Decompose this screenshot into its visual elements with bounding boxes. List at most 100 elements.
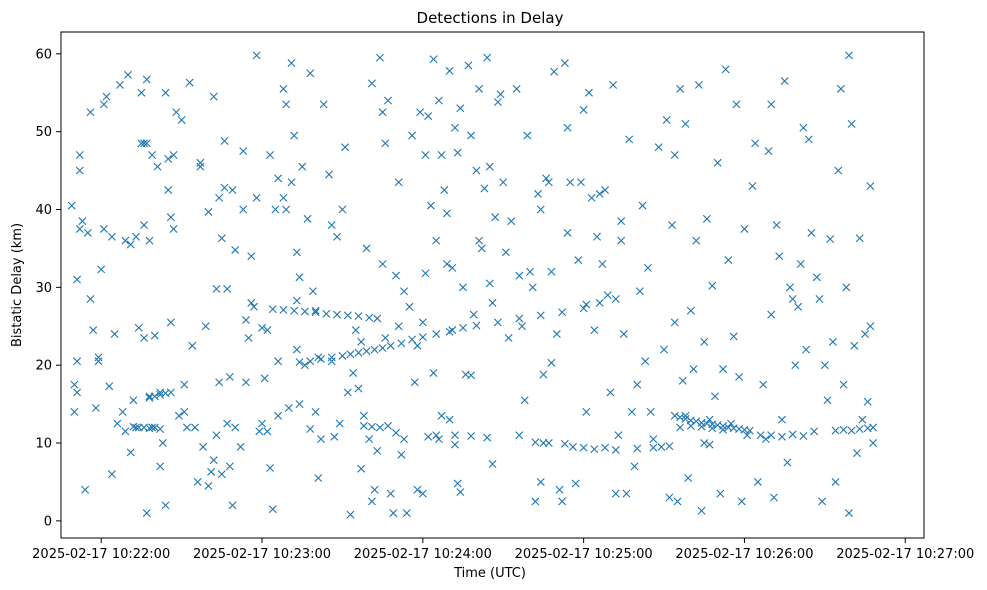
data-point: [241, 316, 250, 325]
data-point: [156, 425, 165, 434]
data-point: [496, 90, 505, 99]
data-point: [389, 509, 398, 518]
data-point: [724, 256, 733, 265]
data-point: [145, 236, 154, 245]
data-point: [772, 221, 781, 230]
data-point: [225, 372, 234, 381]
data-point: [531, 438, 540, 447]
data-point: [472, 166, 481, 175]
data-point: [67, 201, 76, 210]
data-point: [593, 232, 602, 241]
data-point: [357, 464, 366, 473]
data-point: [853, 449, 861, 458]
data-point: [453, 479, 462, 488]
data-point: [97, 265, 106, 274]
data-point: [378, 259, 387, 268]
data-point: [311, 407, 320, 416]
data-point: [633, 444, 642, 453]
data-point: [196, 162, 205, 171]
data-point: [812, 273, 821, 282]
data-point: [544, 439, 553, 448]
data-point: [579, 105, 588, 114]
data-point: [743, 431, 752, 440]
data-point: [113, 419, 122, 428]
data-point: [716, 489, 725, 498]
data-point: [343, 311, 352, 320]
data-point: [783, 458, 792, 467]
data-point: [708, 424, 717, 433]
data-point: [196, 158, 205, 167]
data-point: [424, 112, 433, 121]
data-point: [316, 354, 325, 363]
data-point: [386, 489, 395, 498]
data-point: [121, 236, 130, 245]
data-point: [354, 348, 363, 357]
data-point: [292, 248, 301, 257]
data-point: [571, 479, 580, 488]
data-point: [263, 326, 272, 335]
data-point: [274, 357, 283, 366]
data-point: [493, 98, 502, 107]
x-tick-label: 2025-02-17 10:22:00: [32, 547, 170, 562]
data-point: [282, 205, 291, 214]
data-point: [408, 335, 417, 344]
data-point: [697, 506, 706, 515]
data-point: [142, 509, 151, 518]
data-point: [745, 426, 754, 435]
data-point: [676, 84, 685, 93]
data-point: [432, 431, 441, 440]
data-point: [397, 339, 406, 348]
data-point: [217, 470, 226, 479]
data-point: [794, 302, 803, 311]
data-point: [719, 425, 727, 434]
data-point: [635, 287, 644, 296]
data-point: [740, 224, 749, 233]
data-point: [611, 446, 620, 455]
data-point: [258, 323, 266, 332]
data-point: [209, 456, 218, 465]
data-point: [595, 189, 604, 198]
data-point: [418, 318, 427, 327]
data-point: [665, 493, 674, 502]
data-point: [75, 151, 84, 159]
data-point: [201, 322, 210, 331]
data-point: [445, 66, 454, 75]
data-point: [252, 193, 261, 202]
data-point: [456, 104, 465, 113]
data-point: [649, 435, 658, 444]
data-point: [134, 323, 143, 332]
data-point: [298, 162, 307, 171]
data-point: [381, 333, 390, 342]
data-point: [311, 308, 320, 317]
data-point: [274, 411, 283, 420]
data-point: [844, 509, 853, 518]
data-point: [180, 407, 189, 416]
data-point: [150, 392, 159, 401]
data-point: [847, 119, 856, 128]
data-point: [282, 100, 291, 109]
data-point: [397, 450, 406, 459]
data-point: [598, 259, 607, 268]
y-tick-label: 10: [35, 437, 52, 452]
data-point: [375, 53, 384, 62]
data-point: [70, 407, 79, 416]
y-tick-label: 40: [35, 203, 52, 218]
data-point: [547, 267, 556, 276]
data-point: [869, 439, 878, 448]
data-point: [300, 361, 309, 370]
data-point: [220, 183, 229, 192]
data-point: [231, 423, 240, 432]
data-point: [700, 337, 709, 346]
data-point: [118, 407, 127, 416]
data-point: [595, 298, 604, 307]
data-point: [735, 372, 744, 381]
data-point: [732, 100, 741, 109]
data-point: [429, 55, 438, 64]
data-point: [756, 431, 765, 440]
data-point: [633, 380, 642, 389]
data-point: [866, 322, 875, 331]
data-point: [338, 351, 347, 360]
data-point: [191, 423, 199, 432]
data-point: [480, 184, 489, 193]
data-point: [823, 396, 832, 405]
